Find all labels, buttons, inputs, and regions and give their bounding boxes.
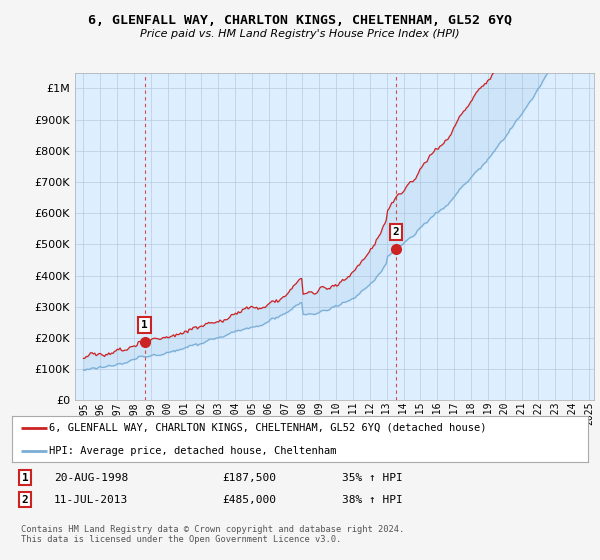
Text: Price paid vs. HM Land Registry's House Price Index (HPI): Price paid vs. HM Land Registry's House … (140, 29, 460, 39)
Text: 1: 1 (141, 320, 148, 330)
Text: 38% ↑ HPI: 38% ↑ HPI (342, 494, 403, 505)
Text: 20-AUG-1998: 20-AUG-1998 (54, 473, 128, 483)
Text: 6, GLENFALL WAY, CHARLTON KINGS, CHELTENHAM, GL52 6YQ: 6, GLENFALL WAY, CHARLTON KINGS, CHELTEN… (88, 14, 512, 27)
Text: 2: 2 (22, 494, 29, 505)
Text: 35% ↑ HPI: 35% ↑ HPI (342, 473, 403, 483)
Text: £187,500: £187,500 (222, 473, 276, 483)
Text: 6, GLENFALL WAY, CHARLTON KINGS, CHELTENHAM, GL52 6YQ (detached house): 6, GLENFALL WAY, CHARLTON KINGS, CHELTEN… (49, 423, 487, 432)
Text: £485,000: £485,000 (222, 494, 276, 505)
Text: 1: 1 (22, 473, 29, 483)
Text: 11-JUL-2013: 11-JUL-2013 (54, 494, 128, 505)
Text: HPI: Average price, detached house, Cheltenham: HPI: Average price, detached house, Chel… (49, 446, 337, 455)
Text: Contains HM Land Registry data © Crown copyright and database right 2024.
This d: Contains HM Land Registry data © Crown c… (21, 525, 404, 544)
Text: 2: 2 (392, 227, 399, 237)
